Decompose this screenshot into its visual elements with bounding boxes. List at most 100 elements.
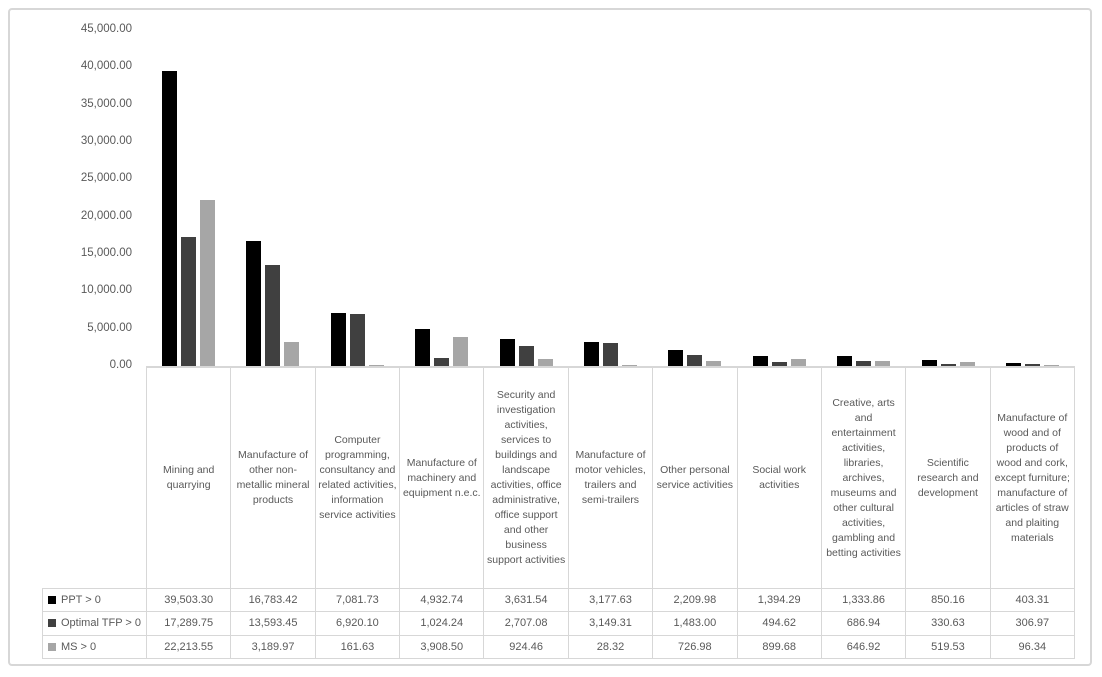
legend-series-name: PPT > 0 <box>61 594 101 607</box>
category-cell: Other personal service activities <box>652 368 736 588</box>
bar-group <box>653 30 737 366</box>
table-value-cell: 96.34 <box>990 635 1075 659</box>
bar-series1-cat5 <box>602 342 618 366</box>
table-value-cell: 22,213.55 <box>147 635 232 659</box>
bar-series1-cat4 <box>518 345 534 366</box>
bar-series1-cat3 <box>434 358 450 366</box>
category-cell: Social work activities <box>736 368 821 588</box>
bar-group <box>315 30 399 366</box>
bar-series1-cat2 <box>349 314 365 366</box>
bar-series2-cat10 <box>1044 365 1060 366</box>
table-value-cell: 4,932.74 <box>400 589 485 613</box>
bar-series1-cat7 <box>771 362 787 366</box>
bar-series2-cat6 <box>706 360 722 366</box>
table-value-cell: 1,333.86 <box>821 589 907 613</box>
bar-group <box>230 30 314 366</box>
bar-series2-cat0 <box>199 200 215 366</box>
table-value-cell: 161.63 <box>315 635 401 659</box>
table-value-cell: 7,081.73 <box>315 589 401 613</box>
legend-series-name: Optimal TFP > 0 <box>61 617 141 630</box>
bar-group <box>822 30 906 366</box>
bar-series2-cat7 <box>790 359 806 366</box>
category-label: Manufacture of other non-metallic minera… <box>236 449 310 506</box>
category-cell: Manufacture of wood and of products of w… <box>989 368 1075 588</box>
bar-group <box>991 30 1075 366</box>
bar-group <box>906 30 990 366</box>
category-cell: Mining and quarrying <box>146 368 230 588</box>
category-cell: Manufacture of machinery and equipment n… <box>399 368 483 588</box>
table-value-cell: 726.98 <box>653 635 738 659</box>
legend-swatch-icon <box>48 619 56 628</box>
bar-series0-cat6 <box>668 349 684 366</box>
bar-series0-cat3 <box>415 329 431 366</box>
bar-series0-cat0 <box>161 71 177 366</box>
y-axis-tick-label: 20,000.00 <box>80 209 132 222</box>
y-axis-tick-label: 15,000.00 <box>80 247 132 259</box>
bar-group <box>146 30 230 366</box>
table-value-cell: 6,920.10 <box>315 612 401 636</box>
bar-series0-cat9 <box>921 359 937 366</box>
category-label: Social work activities <box>752 464 807 491</box>
table-value-cell: 13,593.45 <box>231 612 316 636</box>
category-cell: Manufacture of motor vehicles, trailers … <box>567 368 652 588</box>
category-label: Security and investigation activities, s… <box>487 389 566 566</box>
table-value-cell: 306.97 <box>990 612 1075 636</box>
category-label: Scientific research and development <box>917 456 979 499</box>
table-value-cell: 646.92 <box>821 635 907 659</box>
category-label: Creative, arts and entertainment activit… <box>826 396 901 559</box>
table-value-cell: 3,908.50 <box>400 635 485 659</box>
table-value-cell: 3,189.97 <box>231 635 316 659</box>
bar-series1-cat1 <box>265 264 281 366</box>
bar-series2-cat3 <box>453 336 469 366</box>
bar-series1-cat6 <box>687 354 703 366</box>
bar-series1-cat9 <box>940 363 956 366</box>
y-axis-tick-label: 45,000.00 <box>80 23 132 35</box>
bar-series2-cat5 <box>621 365 637 366</box>
table-value-cell: 28.32 <box>568 635 654 659</box>
bar-series0-cat8 <box>837 356 853 366</box>
bar-series2-cat9 <box>959 362 975 366</box>
bar-series0-cat1 <box>246 240 262 366</box>
table-value-cell: 1,024.24 <box>400 612 485 636</box>
table-value-cell: 494.62 <box>737 612 822 636</box>
legend-cell: PPT > 0 <box>43 589 147 613</box>
table-value-cell: 924.46 <box>484 635 569 659</box>
bar-series1-cat0 <box>180 236 196 366</box>
table-value-cell: 1,394.29 <box>737 589 822 613</box>
bar-series0-cat2 <box>330 313 346 366</box>
bar-group <box>568 30 652 366</box>
category-cell: Scientific research and development <box>905 368 989 588</box>
category-label: Other personal service activities <box>656 464 734 491</box>
table-value-cell: 3,177.63 <box>568 589 654 613</box>
bar-group <box>737 30 821 366</box>
category-axis: Mining and quarrying Manufacture of other… <box>146 366 1075 588</box>
table-value-cell: 403.31 <box>990 589 1075 613</box>
bar-series1-cat10 <box>1025 363 1041 366</box>
table-value-cell: 850.16 <box>906 589 991 613</box>
table-value-cell: 899.68 <box>737 635 822 659</box>
legend-swatch-icon <box>48 596 56 605</box>
bar-series2-cat4 <box>537 359 553 366</box>
bar-series2-cat8 <box>875 361 891 366</box>
table-value-cell: 3,149.31 <box>568 612 654 636</box>
y-axis-tick-label: 35,000.00 <box>80 97 132 110</box>
y-axis-tick-label: 0.00 <box>109 359 132 371</box>
category-label: Mining and quarrying <box>162 464 215 491</box>
bar-series2-cat1 <box>284 342 300 366</box>
y-axis-tick-label: 40,000.00 <box>80 60 132 73</box>
category-cell: Computer programming, consultancy and re… <box>314 368 399 588</box>
table-value-cell: 39,503.30 <box>147 589 232 613</box>
y-axis-tick-label: 10,000.00 <box>80 284 132 297</box>
bar-series2-cat2 <box>368 364 384 366</box>
bar-series0-cat7 <box>752 355 768 366</box>
plot-area <box>146 30 1075 366</box>
y-axis-tick-label: 30,000.00 <box>80 135 132 147</box>
legend-swatch-icon <box>48 642 56 651</box>
bar-group <box>484 30 568 366</box>
category-cell: Creative, arts and entertainment activit… <box>820 368 905 588</box>
bar-group <box>399 30 483 366</box>
category-label: Manufacture of machinery and equipment n… <box>402 456 481 499</box>
category-cell: Manufacture of other non-metallic minera… <box>230 368 314 588</box>
bar-series1-cat8 <box>856 360 872 366</box>
bar-series0-cat5 <box>583 342 599 366</box>
